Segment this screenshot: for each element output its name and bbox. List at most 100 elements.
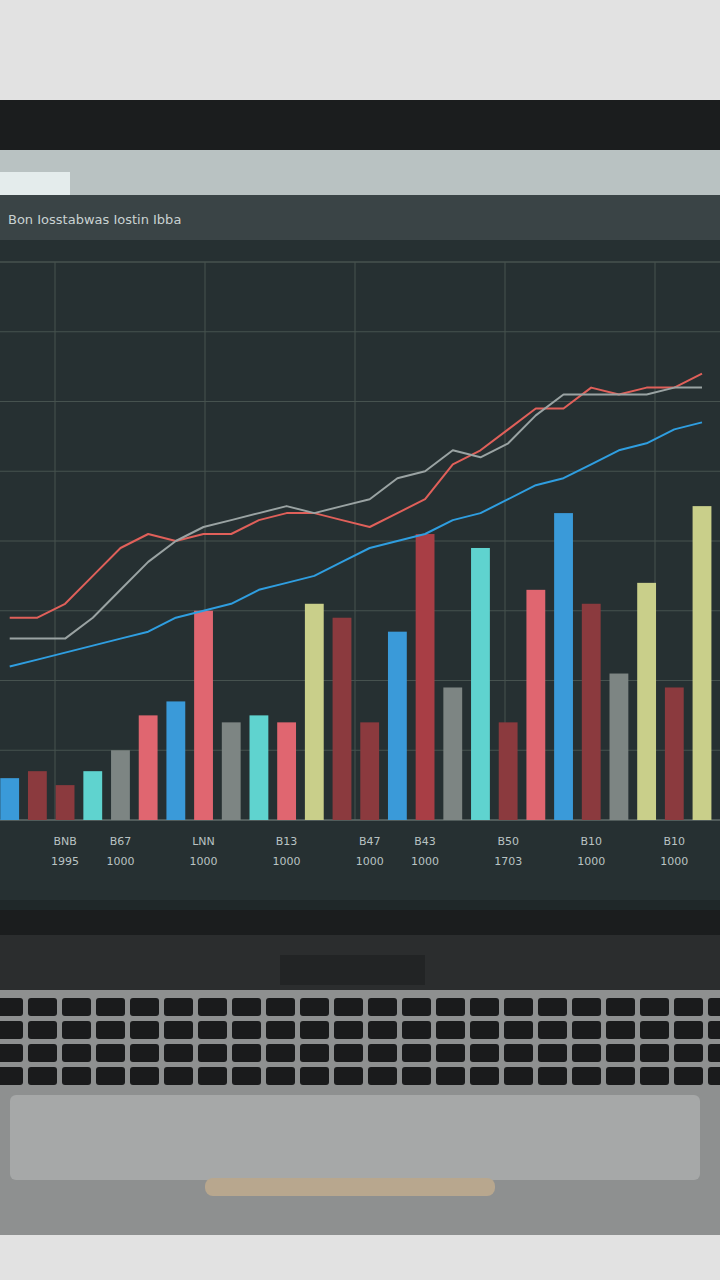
key — [674, 1067, 703, 1085]
grid-line-vertical — [355, 262, 356, 820]
key — [130, 998, 159, 1016]
plot-frame-top — [0, 262, 720, 263]
x-tick-label: B671000 — [106, 835, 134, 868]
key — [606, 998, 635, 1016]
bar — [139, 715, 158, 820]
scene: Bon Iosstabwas Iostin Ibba BNB1995 B671000… — [0, 0, 720, 1280]
key — [96, 1021, 125, 1039]
key — [470, 998, 499, 1016]
bar — [582, 604, 601, 820]
key — [266, 1067, 295, 1085]
screen-bezel — [0, 100, 720, 940]
bar — [194, 611, 213, 820]
bar — [416, 534, 435, 820]
key — [28, 998, 57, 1016]
key — [266, 1044, 295, 1062]
key — [674, 998, 703, 1016]
line — [10, 388, 702, 639]
browser-tabs — [0, 150, 720, 195]
line — [10, 374, 702, 618]
x-tick-label: B101000 — [660, 835, 688, 868]
chart-title: Bon Iosstabwas Iostin Ibba — [8, 212, 181, 227]
hinge-notch — [280, 955, 425, 985]
key — [640, 1021, 669, 1039]
bar — [443, 687, 462, 820]
bar — [388, 632, 407, 820]
key — [300, 1067, 329, 1085]
key — [334, 1067, 363, 1085]
bar — [693, 506, 712, 820]
key — [402, 1067, 431, 1085]
header-bar — [0, 195, 720, 240]
key — [28, 1044, 57, 1062]
bar — [526, 590, 545, 820]
key — [198, 1044, 227, 1062]
key — [62, 1044, 91, 1062]
bar — [250, 715, 269, 820]
key — [164, 1067, 193, 1085]
bar — [166, 701, 185, 820]
key — [538, 1044, 567, 1062]
key — [232, 998, 261, 1016]
key — [300, 1044, 329, 1062]
front-notch — [205, 1178, 495, 1196]
x-tick-label: BNB1995 — [51, 835, 79, 868]
key — [538, 1021, 567, 1039]
key — [130, 1021, 159, 1039]
key — [62, 998, 91, 1016]
bar — [0, 778, 19, 820]
key — [708, 998, 720, 1016]
bar — [610, 674, 629, 820]
bar — [333, 618, 352, 820]
key — [708, 1044, 720, 1062]
trackpad — [10, 1095, 700, 1180]
key — [334, 1044, 363, 1062]
key — [538, 1067, 567, 1085]
grid-line — [0, 401, 720, 402]
key — [368, 1044, 397, 1062]
key — [436, 1021, 465, 1039]
x-tick-label: B131000 — [273, 835, 301, 868]
key — [708, 1021, 720, 1039]
key — [504, 1021, 533, 1039]
key — [674, 1021, 703, 1039]
key — [164, 1021, 193, 1039]
key — [402, 1044, 431, 1062]
grid-line — [0, 541, 720, 542]
bar — [56, 785, 75, 820]
x-tick-label: LNN1000 — [190, 835, 218, 868]
key — [436, 1044, 465, 1062]
key — [28, 1021, 57, 1039]
bar — [83, 771, 102, 820]
hinge — [0, 935, 720, 990]
key — [96, 1067, 125, 1085]
grid-line-vertical — [55, 262, 56, 820]
key — [62, 1067, 91, 1085]
key — [198, 1021, 227, 1039]
key — [198, 1067, 227, 1085]
key — [130, 1044, 159, 1062]
key — [300, 998, 329, 1016]
bar — [554, 513, 573, 820]
key — [708, 1067, 720, 1085]
key — [640, 1067, 669, 1085]
key — [402, 1021, 431, 1039]
x-tick-label: B431000 — [411, 835, 439, 868]
key — [572, 1021, 601, 1039]
bar — [360, 722, 379, 820]
bar — [637, 583, 656, 820]
key — [334, 1021, 363, 1039]
key — [130, 1067, 159, 1085]
bar — [499, 722, 518, 820]
key — [232, 1044, 261, 1062]
key — [572, 1067, 601, 1085]
key — [164, 998, 193, 1016]
line — [10, 422, 702, 666]
grid-line — [0, 471, 720, 472]
screen-edge — [0, 900, 720, 910]
grid-line — [0, 610, 720, 611]
key — [640, 1044, 669, 1062]
bar — [222, 722, 241, 820]
bar — [665, 687, 684, 820]
grid-line — [0, 331, 720, 332]
